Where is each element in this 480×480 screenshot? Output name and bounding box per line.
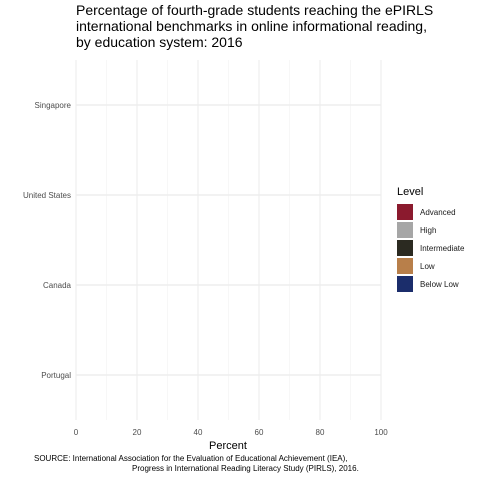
legend-key-advanced xyxy=(397,204,413,220)
y-tick-label: United States xyxy=(23,191,71,200)
legend-item-below-low: Below Low xyxy=(397,275,464,293)
chart-title: Percentage of fourth-grade students reac… xyxy=(76,2,476,50)
x-axis-title: Percent xyxy=(209,440,247,452)
source-note: SOURCE: International Association for th… xyxy=(34,454,474,474)
legend-key-high xyxy=(397,222,413,238)
legend-label-below-low: Below Low xyxy=(420,280,459,289)
x-tick-label: 80 xyxy=(316,428,325,437)
gridlines xyxy=(76,60,381,420)
source-line-1: SOURCE: International Association for th… xyxy=(34,454,474,464)
legend-label-advanced: Advanced xyxy=(420,208,456,217)
x-tick-label: 60 xyxy=(255,428,264,437)
legend-key-below-low xyxy=(397,276,413,292)
x-tick-label: 40 xyxy=(194,428,203,437)
chart-title-line-2: international benchmarks in online infor… xyxy=(76,18,476,34)
legend: Level Advanced High Intermediate Low Bel… xyxy=(397,186,464,293)
legend-label-high: High xyxy=(420,226,436,235)
y-tick-label: Canada xyxy=(43,281,72,290)
y-axis-labels: Singapore United States Canada Portugal xyxy=(23,101,72,380)
legend-item-high: High xyxy=(397,221,464,239)
legend-item-low: Low xyxy=(397,257,464,275)
x-tick-label: 20 xyxy=(133,428,142,437)
legend-label-low: Low xyxy=(420,262,435,271)
x-tick-label: 100 xyxy=(374,428,388,437)
legend-label-intermediate: Intermediate xyxy=(420,244,464,253)
chart-title-line-1: Percentage of fourth-grade students reac… xyxy=(76,2,476,18)
legend-key-intermediate xyxy=(397,240,413,256)
x-tick-label: 0 xyxy=(74,428,79,437)
legend-key-low xyxy=(397,258,413,274)
legend-item-intermediate: Intermediate xyxy=(397,239,464,257)
y-tick-label: Portugal xyxy=(41,371,71,380)
legend-item-advanced: Advanced xyxy=(397,203,464,221)
legend-title: Level xyxy=(397,186,464,198)
y-tick-label: Singapore xyxy=(35,101,72,110)
x-axis-ticks: 0 20 40 60 80 100 xyxy=(74,428,388,437)
chart-title-line-3: by education system: 2016 xyxy=(76,34,476,50)
source-line-2: Progress in International Reading Litera… xyxy=(34,464,474,474)
